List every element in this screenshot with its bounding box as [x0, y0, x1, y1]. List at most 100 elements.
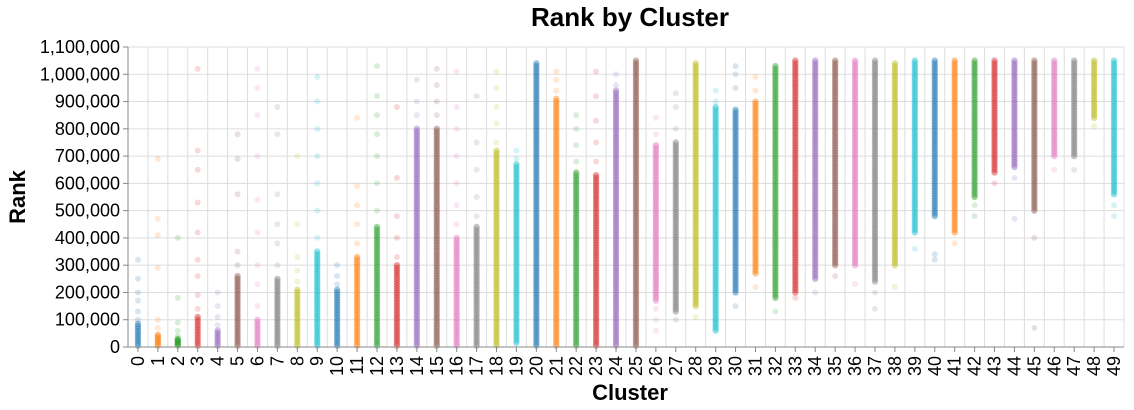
data-point [413, 128, 421, 135]
data-point [573, 329, 580, 337]
data-point [174, 340, 181, 347]
data-point [553, 118, 560, 125]
data-point [612, 167, 620, 174]
data-point [533, 217, 540, 224]
data-point [652, 257, 660, 264]
data-point [672, 211, 679, 218]
data-point [274, 300, 281, 307]
data-point [413, 153, 421, 160]
data-point [274, 290, 281, 297]
data-point [553, 220, 560, 227]
data-point [373, 274, 381, 281]
outlier-point [792, 294, 799, 301]
data-point [413, 155, 421, 162]
data-point [672, 213, 679, 221]
data-point [373, 289, 381, 296]
outlier-point [194, 305, 201, 312]
data-point [274, 327, 281, 334]
data-point [672, 253, 679, 261]
data-point [493, 242, 500, 249]
data-point [393, 297, 401, 304]
data-point [433, 297, 440, 304]
outlier-point [573, 142, 580, 149]
data-point [433, 282, 440, 290]
data-point [453, 267, 460, 274]
data-point [573, 199, 580, 206]
outlier-point [1031, 234, 1038, 241]
outlier-point [374, 207, 380, 214]
data-point [194, 324, 201, 331]
data-point [652, 207, 660, 214]
data-point [274, 330, 281, 337]
cluster-7-points [274, 104, 281, 349]
data-point [672, 166, 679, 174]
outlier-point [413, 112, 420, 119]
data-point [513, 304, 520, 311]
outlier-point [1111, 213, 1118, 220]
data-point [573, 181, 580, 189]
data-point [353, 306, 361, 314]
data-point [513, 236, 520, 243]
data-point [533, 125, 540, 132]
cluster-29-points [712, 87, 719, 334]
outlier-point [354, 202, 361, 209]
data-point [592, 197, 600, 204]
data-point [473, 309, 480, 317]
data-point [612, 257, 620, 264]
outlier-point [513, 155, 520, 162]
data-point [592, 299, 600, 307]
data-point [632, 277, 640, 284]
data-point [632, 139, 640, 147]
data-point [612, 247, 620, 254]
data-point [632, 297, 640, 304]
data-point [513, 166, 520, 173]
y-tick-label: 500,000 [55, 201, 120, 221]
y-tick-label: 900,000 [55, 92, 120, 112]
data-point [453, 337, 460, 344]
data-point [533, 250, 540, 257]
data-point [333, 334, 341, 342]
data-point [553, 157, 560, 165]
data-point [632, 222, 640, 229]
data-point [533, 70, 540, 77]
data-point [493, 174, 500, 182]
data-point [314, 292, 321, 300]
data-point [353, 296, 361, 304]
axes-layer: 0100,000200,000300,000400,000500,000600,… [40, 37, 1124, 376]
data-point [533, 225, 540, 232]
data-point [533, 274, 540, 282]
data-point [493, 207, 500, 214]
data-point [612, 262, 620, 269]
data-point [553, 232, 560, 240]
data-point [553, 105, 560, 112]
data-point [553, 192, 560, 200]
data-point [612, 279, 620, 287]
data-point [493, 212, 500, 219]
data-point [573, 277, 580, 284]
data-point [254, 339, 261, 347]
data-point [493, 277, 500, 284]
data-point [453, 307, 460, 314]
data-point [194, 326, 201, 334]
cluster-38-points [891, 60, 899, 290]
data-point [692, 285, 699, 292]
data-point [314, 268, 321, 275]
data-point [473, 286, 480, 294]
data-point [513, 314, 520, 321]
outlier-point [154, 155, 161, 162]
data-point [632, 109, 640, 117]
data-point [413, 150, 421, 157]
data-point [473, 312, 480, 319]
data-point [433, 232, 440, 240]
data-point [513, 218, 520, 226]
data-point [473, 256, 480, 264]
data-point [493, 289, 500, 297]
data-point [433, 222, 440, 230]
data-point [652, 192, 660, 199]
data-point [553, 305, 560, 312]
data-point [214, 332, 221, 339]
data-point [453, 319, 460, 327]
outlier-point [1031, 324, 1038, 331]
data-point [612, 144, 620, 152]
data-point [533, 289, 540, 297]
